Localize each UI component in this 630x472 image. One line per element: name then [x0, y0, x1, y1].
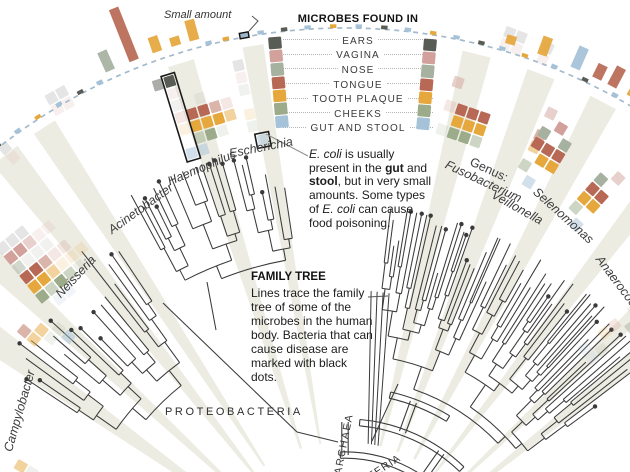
- outer-abundance-bar: [626, 77, 630, 100]
- dotted-leader: [283, 126, 307, 128]
- microbes-found-in-title: MICROBES FOUND IN: [297, 13, 419, 25]
- heatmap-block: [568, 171, 626, 233]
- dotted-leader: [383, 53, 433, 55]
- heatmap-block: [232, 59, 259, 133]
- legend-swatch-nose: [270, 62, 285, 76]
- legend-swatch-gut-and-stool: [274, 115, 289, 129]
- dotted-leader: [385, 112, 434, 114]
- heatmap-block: [435, 75, 491, 149]
- clade-label-proteobacteria: PROTEOBACTERIA: [165, 406, 303, 418]
- pointer-lines: [248, 15, 389, 298]
- body-site-row: TOOTH PLAQUE: [281, 92, 435, 107]
- dotted-leader: [283, 68, 338, 70]
- body-site-row: CHEEKS: [281, 107, 435, 122]
- legend-swatch-nose: [420, 64, 435, 78]
- ecoli-annotation-segment: and: [403, 160, 428, 175]
- small-amount-marker: [238, 31, 250, 40]
- ecoli-annotation-segment: stool: [309, 174, 338, 189]
- family-tree-body: Lines trace the family tree of some of t…: [251, 286, 373, 384]
- dotted-leader: [386, 83, 434, 85]
- body-site-label: EARS: [342, 35, 374, 47]
- legend-swatch-tongue: [419, 77, 434, 92]
- heatmap-block: [253, 130, 273, 150]
- ecoli-annotation-segment: is usually present in the: [309, 147, 395, 175]
- heatmap-block: [17, 321, 76, 347]
- ecoli-annotation-segment: gut: [385, 160, 404, 175]
- dotted-leader: [377, 39, 434, 41]
- legend-swatch-vagina: [421, 51, 436, 65]
- outer-abundance-bar: [184, 18, 200, 42]
- heatmap-block: [151, 71, 237, 164]
- outer-abundance-bar: [607, 65, 626, 89]
- family-tree-annotation: FAMILY TREE Lines trace the family tree …: [251, 270, 376, 384]
- dotted-leader: [283, 39, 339, 41]
- outer-abundance-bar: [97, 49, 115, 73]
- outer-abundance-bar: [147, 34, 163, 54]
- body-site-row: EARS: [281, 34, 435, 49]
- body-site-label: TONGUE: [333, 79, 383, 91]
- outer-abundance-bar: [537, 35, 554, 57]
- ecoli-annotation: E. coli is usually present in the gut an…: [309, 147, 432, 230]
- dotted-leader: [283, 83, 330, 85]
- body-site-label: VAGINA: [336, 50, 380, 62]
- family-tree-heading: FAMILY TREE: [251, 271, 326, 283]
- legend-swatch-cheeks: [273, 102, 288, 116]
- dotted-leader: [378, 68, 433, 70]
- dotted-leader: [283, 53, 333, 55]
- outer-abundance-bar: [592, 62, 608, 81]
- body-site-row: VAGINA: [281, 49, 435, 64]
- heatmap-block: [517, 121, 572, 190]
- heatmap-block: [577, 302, 630, 365]
- legend-swatch-tooth-plaque: [272, 88, 287, 103]
- legend-swatch-tongue: [271, 75, 286, 90]
- legend-swatch-cheeks: [417, 104, 432, 118]
- body-site-label: CHEEKS: [334, 108, 382, 120]
- legend-swatch-tooth-plaque: [418, 90, 433, 105]
- outer-abundance-bar: [570, 45, 589, 71]
- ecoli-annotation-segment: can cause food poisoning.: [309, 201, 414, 230]
- body-site-label: TOOTH PLAQUE: [312, 94, 404, 106]
- phylogenetic-tree: [17, 155, 630, 452]
- body-sites-list: EARS VAGINA NOSE TONGUE TOOTH PLAQUE CHEEKS GU…: [281, 34, 435, 136]
- legend-swatch-ears: [268, 36, 283, 50]
- abundance-arc: [0, 6, 630, 150]
- highlight-outline: [253, 130, 273, 150]
- body-site-label: GUT AND STOOL: [310, 123, 406, 135]
- tree-trunk: [339, 391, 465, 472]
- body-site-row: NOSE: [281, 63, 435, 78]
- ecoli-annotation-segment: , but in very small amounts. Some types …: [309, 174, 432, 216]
- legend-swatch-gut-and-stool: [416, 117, 431, 131]
- heatmap-block: [0, 220, 89, 306]
- ecoli-annotation-segment: E. coli: [309, 147, 342, 161]
- heatmap-block: [0, 140, 21, 165]
- body-site-row: TONGUE: [281, 78, 435, 93]
- abundance-heatmaps: [0, 26, 630, 472]
- body-site-label: NOSE: [341, 64, 375, 76]
- small-amount-label: Small amount: [164, 9, 232, 21]
- ecoli-annotation-segment: E. coli: [322, 201, 356, 216]
- outer-abundance-bar: [108, 6, 139, 63]
- outer-abundance-bar: [169, 35, 182, 47]
- outer-abundance-bar: [504, 34, 518, 46]
- highlight-outline: [160, 71, 202, 164]
- heatmap-block: [13, 459, 39, 472]
- body-site-row: GUT AND STOOL: [281, 122, 435, 137]
- dotted-leader: [283, 97, 309, 99]
- dotted-leader: [283, 112, 331, 114]
- legend-swatch-vagina: [269, 49, 284, 63]
- legend-swatch-ears: [422, 38, 437, 52]
